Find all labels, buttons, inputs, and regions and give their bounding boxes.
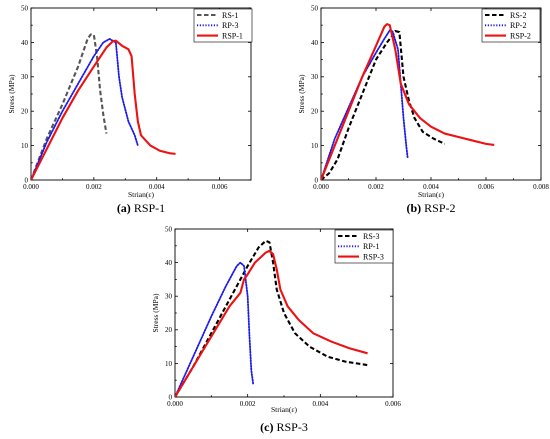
legend-label: RP-3: [222, 21, 238, 30]
series-line-rsp-3: [175, 249, 368, 397]
x-tick-label: 0.004: [149, 183, 165, 191]
x-tick-label: 0.002: [240, 400, 256, 408]
y-tick-label: 30: [311, 73, 319, 81]
caption-text: RSP-3: [276, 420, 307, 434]
series-line-rp-1: [175, 261, 255, 397]
caption-letter: (b): [406, 201, 421, 215]
chart-rsp-1: 0.000 0.002 0.004 0.006 0 10 20 30 40 50 Strian(ε)…: [7, 4, 253, 215]
y-tick-label: 20: [165, 326, 173, 334]
series-line-rs-1: [31, 33, 108, 180]
y-tick-label: 50: [165, 225, 173, 233]
legend-label: RS-2: [510, 11, 526, 20]
y-axis-title: Stress (MPa): [297, 74, 306, 113]
caption-text: RSP-2: [424, 201, 455, 215]
y-tick-label: 40: [165, 259, 173, 267]
caption-letter: (a): [117, 201, 131, 215]
x-axis-title: Strian(ε): [418, 190, 445, 199]
x-tick-label: 0.008: [533, 183, 549, 191]
legend-label: RS-3: [363, 232, 379, 241]
y-tick-label: 50: [21, 4, 29, 12]
series-line-rsp-1: [31, 39, 176, 180]
x-tick-label: 0.006: [212, 183, 228, 191]
y-tick-label: 20: [21, 108, 29, 116]
legend-label: RSP-1: [222, 31, 243, 40]
legend-label: RSP-2: [510, 31, 531, 40]
chart-caption: (a) RSP-1: [117, 201, 165, 215]
x-tick-label: 0.000: [313, 183, 329, 191]
y-tick-label: 20: [311, 108, 319, 116]
y-tick-label: 30: [165, 293, 173, 301]
series-line-rp-2: [321, 29, 409, 180]
legend-label: RS-1: [222, 11, 238, 20]
series-line-rs-2: [321, 30, 446, 180]
x-tick-label: 0.000: [23, 183, 39, 191]
series-line-rs-3: [175, 239, 368, 397]
chart-caption: (b) RSP-2: [406, 201, 455, 215]
chart-caption: (c) RSP-3: [260, 420, 308, 434]
legend-label: RSP-3: [363, 252, 384, 261]
x-tick-label: 0.004: [423, 183, 439, 191]
y-tick-label: 0: [169, 393, 173, 401]
x-axis-title: Strian(ε): [128, 190, 155, 199]
chart-rsp-3: 0.000 0.002 0.004 0.006 0 10 20 30 40 50 Strian(ε)…: [151, 225, 401, 434]
x-tick-label: 0.002: [86, 183, 102, 191]
y-tick-label: 10: [311, 142, 319, 150]
y-axis-title: Stress (MPa): [151, 293, 160, 332]
y-tick-label: 0: [315, 176, 319, 184]
y-axis-title: Stress (MPa): [7, 74, 16, 113]
y-tick-label: 40: [21, 39, 29, 47]
legend-label: RP-1: [363, 242, 379, 251]
y-tick-label: 10: [165, 360, 173, 368]
series-line-rp-3: [31, 38, 139, 180]
series-line-rsp-2: [321, 23, 495, 180]
caption-letter: (c): [260, 420, 273, 434]
y-tick-label: 10: [21, 142, 29, 150]
x-axis-title: Strian(ε): [271, 405, 298, 414]
x-tick-label: 0.000: [167, 400, 183, 408]
x-tick-label: 0.006: [478, 183, 494, 191]
y-tick-label: 50: [311, 4, 319, 12]
y-tick-label: 40: [311, 39, 319, 47]
chart-rsp-2: 0.000 0.002 0.004 0.006 0.008 0 10 20 30 40 50 Stri…: [297, 4, 549, 215]
y-tick-label: 0: [25, 176, 29, 184]
x-tick-label: 0.004: [312, 400, 328, 408]
legend-label: RP-2: [510, 21, 526, 30]
caption-text: RSP-1: [134, 201, 165, 215]
x-tick-label: 0.006: [385, 400, 401, 408]
y-tick-label: 30: [21, 73, 29, 81]
x-tick-label: 0.002: [368, 183, 384, 191]
